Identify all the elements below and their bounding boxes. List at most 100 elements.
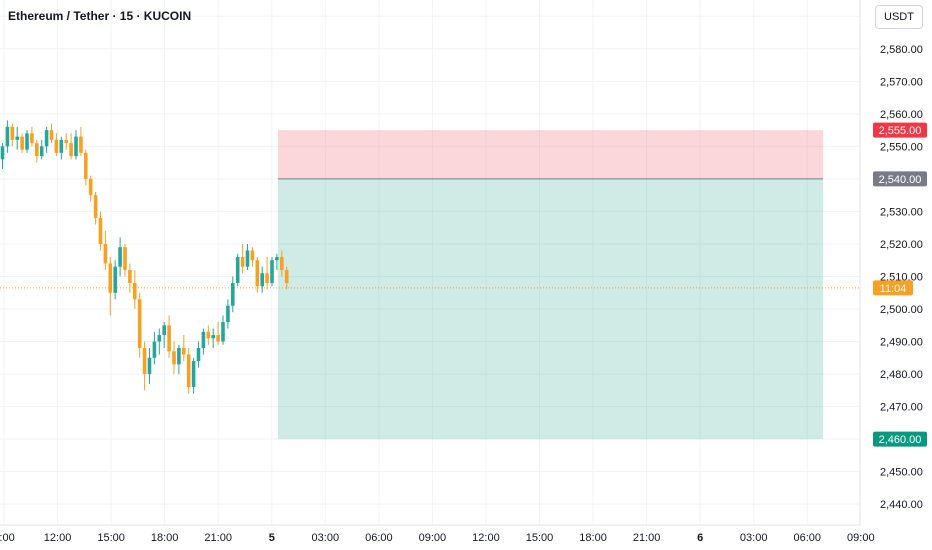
price-axis-labels: 2,555.00 2,540.00 2,460.00 11:04 [873, 122, 927, 447]
time-tick-label: 03:00 [740, 532, 768, 544]
candle-body [255, 260, 260, 287]
candle [10, 123, 15, 147]
candlestick-series [0, 120, 289, 394]
candle-body [79, 136, 83, 153]
candle [280, 250, 284, 277]
candle [270, 256, 274, 287]
candle-body [284, 269, 289, 283]
price-tick-label: 2,490.00 [880, 337, 923, 349]
price-tick-label: 2,470.00 [880, 402, 923, 414]
candle-body [0, 146, 5, 160]
time-tick-label: 06:00 [365, 532, 393, 544]
candle-body [54, 139, 59, 153]
candle [54, 133, 59, 157]
candle [123, 243, 127, 277]
candle [15, 126, 19, 150]
candle-body [88, 178, 93, 196]
candle [167, 315, 171, 358]
candle-body [157, 335, 162, 342]
price-axis[interactable]: 2,440.00 2,450.00 2,460.00 2,470.00 2,480.00… [859, 0, 932, 550]
candle [226, 299, 230, 329]
time-axis-background [0, 525, 860, 550]
candle-body [221, 322, 225, 342]
candle-body [128, 269, 132, 283]
candle-body [186, 354, 191, 388]
candle [30, 126, 34, 147]
target-price-label-bg [873, 431, 927, 447]
candle-body [118, 247, 122, 267]
price-tick-label: 2,440.00 [880, 499, 923, 511]
candle [133, 269, 137, 310]
candle-body [265, 273, 269, 283]
candle-body [103, 243, 108, 264]
take-profit-zone[interactable] [278, 178, 823, 440]
candle-body [98, 217, 103, 244]
candle [240, 243, 245, 274]
time-axis[interactable]: 9:00 12:00 15:00 18:00 21:00 5 03:00 06:00 09:00… [0, 524, 875, 550]
candle-body [147, 357, 152, 375]
countdown-label: 11:04 [880, 283, 907, 295]
price-tick-label: 2,580.00 [880, 44, 923, 56]
candle-body [191, 361, 196, 388]
candle [221, 315, 225, 345]
candle [201, 328, 206, 355]
candle [255, 256, 260, 293]
price-tick-label: 2,560.00 [880, 109, 923, 121]
currency-button[interactable]: USDT [875, 5, 923, 29]
candle [5, 120, 10, 153]
candle-body [250, 250, 255, 261]
candle-body [182, 348, 186, 355]
candle-body [172, 351, 176, 365]
candle-body [10, 126, 15, 140]
candle [235, 253, 240, 287]
entry-price-label: 2,540.00 [879, 174, 922, 186]
candle [44, 126, 49, 153]
price-tick-label: 2,570.00 [880, 76, 923, 88]
candle-body [35, 143, 39, 157]
candle-body [69, 143, 73, 157]
candle [79, 126, 83, 157]
time-tick-label: 12:00 [44, 532, 72, 544]
short-position-tool[interactable] [278, 130, 823, 440]
candle-body [20, 136, 24, 150]
candle-body [270, 260, 274, 283]
entry-price-label-bg [873, 171, 927, 187]
candle-body [260, 273, 264, 287]
candle [182, 335, 186, 362]
candle-body [49, 130, 54, 140]
candle-body [235, 256, 240, 283]
candle [103, 230, 108, 270]
candle-body [5, 126, 10, 147]
stop-loss-zone[interactable] [278, 130, 823, 179]
candle [196, 341, 201, 368]
candle [284, 266, 289, 290]
price-tick-label: 2,480.00 [880, 369, 923, 381]
time-tick-label: 06:00 [793, 532, 821, 544]
candle [69, 133, 73, 160]
candle [128, 263, 132, 293]
candle [260, 266, 264, 293]
time-tick-label: 03:00 [312, 532, 340, 544]
price-tick-label: 2,450.00 [880, 467, 923, 479]
time-tick-label: 5 [269, 532, 275, 544]
candle [265, 256, 269, 290]
candle [20, 133, 24, 153]
time-tick-label: 09:00 [847, 532, 875, 544]
candle [177, 344, 181, 375]
candle-body [226, 305, 230, 323]
time-tick-label: 12:00 [472, 532, 500, 544]
candle [216, 322, 220, 345]
candle [245, 243, 250, 270]
candle-body [93, 195, 98, 218]
time-tick-label: 09:00 [419, 532, 447, 544]
price-tick-label: 2,500.00 [880, 304, 923, 316]
candle [49, 123, 54, 144]
candle [35, 139, 39, 163]
candle [113, 260, 117, 300]
time-tick-label: 15:00 [97, 532, 125, 544]
candle-body [137, 299, 142, 349]
price-tick-label: 2,550.00 [880, 141, 923, 153]
candle [206, 325, 211, 345]
candle-body [162, 325, 166, 336]
